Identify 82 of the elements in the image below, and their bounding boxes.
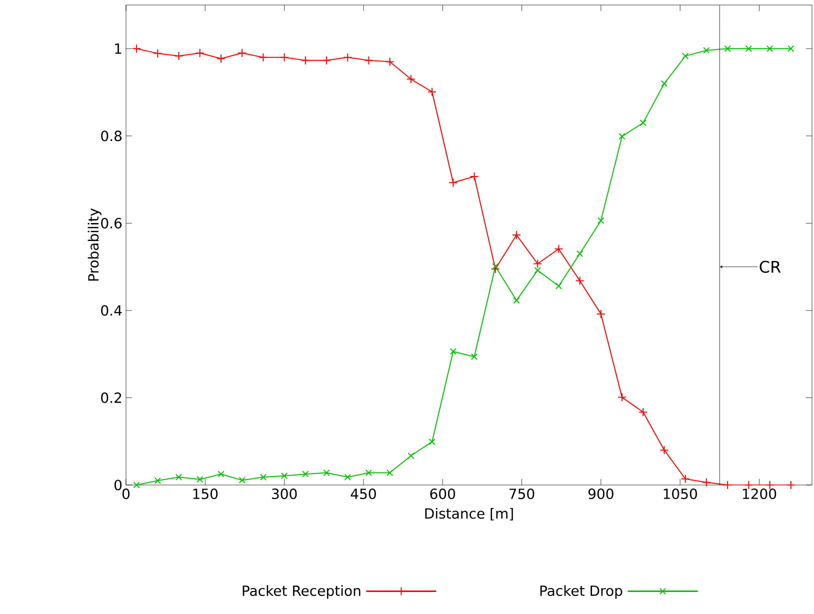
point	[576, 250, 584, 258]
point	[302, 470, 309, 478]
point	[450, 348, 457, 355]
point	[786, 480, 796, 490]
point	[280, 52, 289, 62]
legend-label: Packet Reception	[242, 585, 360, 599]
y-tick-label: 0	[114, 480, 122, 490]
legend-label: Packet Drop	[540, 585, 622, 599]
point	[428, 87, 437, 96]
point	[195, 48, 204, 58]
point	[745, 45, 752, 52]
point	[386, 469, 394, 476]
x-tick-label: 300	[272, 488, 297, 500]
point	[554, 244, 564, 254]
point	[365, 469, 372, 476]
x-axis-title: Distance [m]	[425, 508, 513, 520]
point	[596, 309, 606, 318]
x-tick-label: 450	[350, 488, 376, 500]
point	[406, 74, 416, 84]
point	[724, 45, 731, 52]
point	[618, 133, 626, 140]
point	[490, 264, 500, 274]
point	[702, 478, 711, 487]
point	[513, 297, 520, 304]
point	[638, 408, 648, 417]
ref-line-label: CR	[760, 260, 781, 273]
point	[470, 353, 478, 360]
y-tick-label: 0.2	[101, 392, 122, 404]
point	[680, 474, 690, 484]
x-tick-label: 1050	[664, 488, 697, 500]
point	[492, 263, 499, 270]
point	[640, 119, 646, 126]
point	[533, 259, 542, 268]
point	[364, 56, 374, 65]
point	[258, 52, 268, 62]
point	[660, 446, 669, 455]
point	[512, 230, 521, 240]
point	[470, 172, 479, 181]
point	[175, 474, 182, 480]
point	[238, 476, 246, 484]
point	[385, 57, 394, 66]
point	[153, 48, 162, 58]
y-tick-label: 0.4	[101, 305, 122, 316]
point	[788, 45, 794, 52]
point	[555, 282, 562, 290]
x-tick-label: 900	[588, 488, 614, 500]
point	[343, 52, 352, 62]
point	[238, 48, 247, 58]
point	[300, 56, 310, 65]
x-tick-label: 0	[122, 488, 130, 500]
y-tick-label: 0.8	[101, 130, 122, 142]
point	[216, 54, 226, 64]
point	[132, 44, 142, 54]
y-axis-title: Probability	[88, 208, 102, 281]
point	[280, 472, 288, 480]
point	[682, 52, 689, 60]
point	[766, 45, 774, 52]
point	[323, 469, 330, 476]
point	[260, 474, 267, 480]
y-tick-label: 0.6	[101, 218, 122, 228]
point	[133, 482, 140, 488]
x-tick-label: 750	[510, 488, 534, 500]
point	[660, 80, 668, 87]
point	[448, 178, 458, 188]
point	[703, 47, 710, 54]
x-tick-label: 150	[193, 488, 218, 500]
x-tick-label: 1200	[742, 488, 776, 500]
point	[428, 438, 436, 446]
point	[218, 470, 224, 478]
point	[196, 476, 204, 483]
point	[598, 217, 604, 224]
point	[154, 477, 161, 484]
point	[344, 474, 351, 480]
point	[723, 480, 732, 490]
point	[322, 56, 332, 65]
x-tick-label: 600	[430, 488, 456, 500]
point	[408, 452, 414, 460]
point	[575, 276, 584, 286]
point	[174, 52, 184, 61]
y-tick-label: 1	[115, 44, 122, 54]
point	[618, 392, 627, 402]
point	[534, 266, 541, 274]
